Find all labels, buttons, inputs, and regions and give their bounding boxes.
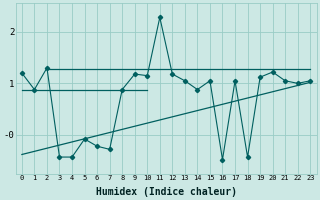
X-axis label: Humidex (Indice chaleur): Humidex (Indice chaleur) [96,186,236,197]
